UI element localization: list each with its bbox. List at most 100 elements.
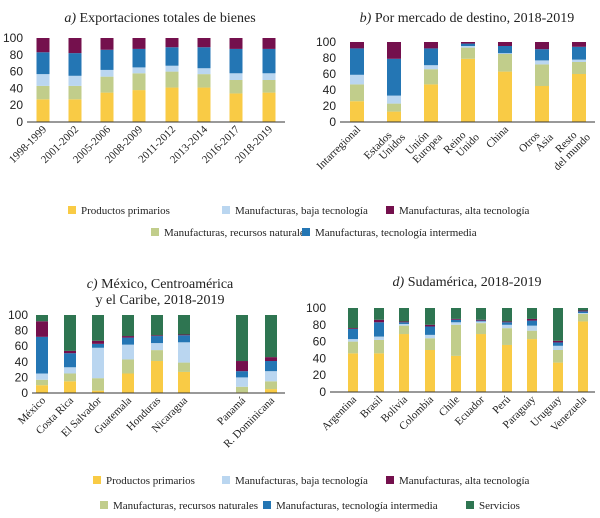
legend-swatch <box>93 476 101 484</box>
bar-segment <box>387 95 401 104</box>
y-tick-label: 20 <box>323 99 337 113</box>
bar-segment <box>36 38 50 53</box>
panel-b: b) Por mercado de destino, 2018-2019 0 20 4… <box>314 11 595 173</box>
bar-segment <box>535 86 549 122</box>
title-text: Por mercado de destino, 2018-2019 <box>375 11 574 26</box>
bar-segment <box>92 340 104 344</box>
bar-segment <box>92 378 104 391</box>
bar-segment <box>122 373 134 393</box>
panel-a: a) Exportaciones totales de bienes 0 20 40 6… <box>3 11 285 166</box>
x-tick-line: China <box>484 124 511 151</box>
y-tick-label: 80 <box>15 324 29 338</box>
bar-segment <box>424 48 438 66</box>
bar-segment <box>348 329 358 340</box>
bar-segment <box>100 92 114 122</box>
bar-segment <box>348 328 358 329</box>
title-text: México, Centroamérica <box>101 277 234 292</box>
bar-segment <box>535 42 549 50</box>
bar-segment <box>535 49 549 61</box>
legend-label: Servicios <box>479 500 520 512</box>
bar-segment <box>262 73 276 80</box>
bar-segment <box>265 315 277 358</box>
bar-segment <box>374 339 384 354</box>
bar-segment <box>132 48 146 68</box>
bar-segment <box>151 343 163 351</box>
bar-segment <box>100 38 114 50</box>
bar-segment <box>265 389 277 393</box>
bar-segment <box>399 322 409 324</box>
bar-segment <box>92 390 104 393</box>
panel-d: d) Sudamérica, 2018-2019 0 20 40 60 80 100 Arge… <box>306 275 595 434</box>
bar-segment <box>36 321 48 337</box>
y-tick-label: 20 <box>15 370 29 384</box>
bar-segment <box>236 361 248 372</box>
legend-label: Productos primarios <box>106 475 195 487</box>
bar-segment <box>553 362 563 392</box>
bar-segment <box>64 315 76 351</box>
bar-segment <box>165 71 179 88</box>
bar-segment <box>229 73 243 80</box>
title-text: y el Caribe, 2018-2019 <box>95 293 224 308</box>
bar-segment <box>461 46 475 48</box>
bar-segment <box>36 373 48 380</box>
bar-segment <box>424 42 438 49</box>
bar-segment <box>132 67 146 74</box>
x-tick-label: ReinoUnido <box>441 123 482 164</box>
bar-segment <box>527 308 537 319</box>
bar-segment <box>36 85 50 100</box>
bar-segment <box>451 322 461 325</box>
legend-swatch <box>222 476 230 484</box>
bar-segment <box>502 308 512 322</box>
bar-segment <box>476 321 486 324</box>
bar-segment <box>572 42 586 47</box>
bar-segment <box>374 319 384 323</box>
bar-segment <box>348 308 358 329</box>
x-tick-label: R. Dominicana <box>222 395 278 451</box>
bar-segment <box>527 325 537 331</box>
bar-segment <box>36 379 48 386</box>
chart-title: b) Por mercado de destino, 2018-2019 <box>360 11 575 26</box>
bar-segment <box>36 336 48 374</box>
bar-segment <box>265 357 277 362</box>
y-tick-label: 80 <box>10 48 24 62</box>
panel-label: c) <box>87 277 101 292</box>
bar-segment <box>178 335 190 343</box>
y-tick-label: 40 <box>313 351 327 365</box>
y-tick-label: 40 <box>15 355 29 369</box>
y-tick-label: 80 <box>313 318 327 332</box>
bar-segment <box>425 326 435 335</box>
bar-segment <box>476 308 486 320</box>
bar-segment <box>578 310 588 312</box>
y-tick-label: 80 <box>323 51 337 65</box>
chart-title: y el Caribe, 2018-2019 <box>95 293 224 308</box>
bar-segment <box>197 47 211 69</box>
y-tick-label: 60 <box>323 67 337 81</box>
bar-segment <box>92 347 104 379</box>
bar-segment <box>553 308 563 341</box>
bar-segment <box>165 38 179 48</box>
bar-segment <box>425 334 435 339</box>
bar-segment <box>132 90 146 122</box>
bar-segment <box>262 92 276 122</box>
bar-segment <box>498 46 512 54</box>
legend-swatch <box>302 228 310 236</box>
legend-swatch <box>263 501 271 509</box>
bar-segment <box>100 49 114 70</box>
bar-segment <box>399 323 409 326</box>
bar-segment <box>476 323 486 335</box>
bar-segment <box>122 359 134 374</box>
y-tick-label: 60 <box>313 335 327 349</box>
bar-segment <box>476 334 486 392</box>
bar-segment <box>132 38 146 49</box>
bar-segment <box>64 353 76 368</box>
y-tick-label: 60 <box>10 65 24 79</box>
bar-segment <box>572 62 586 74</box>
bar-segment <box>350 42 364 49</box>
x-tick-label: UniónEuropea <box>403 124 445 166</box>
legend: Productos primarios Manufacturas, baja te… <box>93 475 530 512</box>
chart-title: c) México, Centroamérica <box>87 277 234 292</box>
bar-segment <box>197 38 211 48</box>
bar-segment <box>350 101 364 122</box>
bar-segment <box>527 330 537 340</box>
